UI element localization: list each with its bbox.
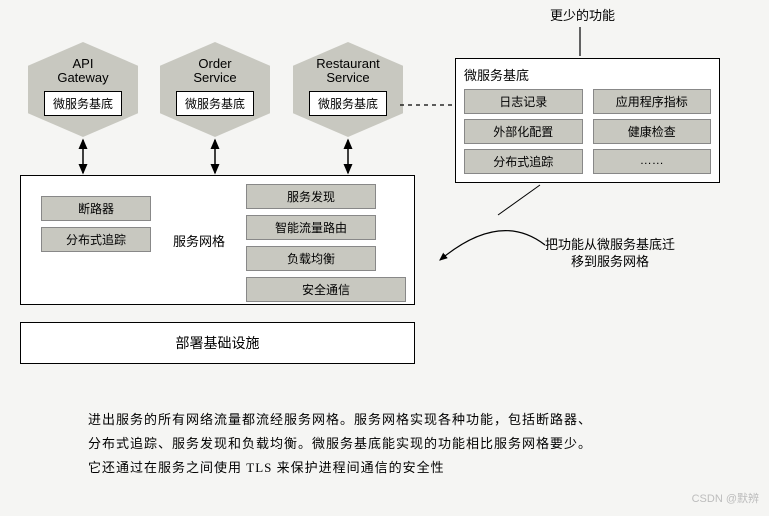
- cell-logging: 日志记录: [464, 89, 583, 114]
- watermark: CSDN @默辨: [692, 490, 759, 506]
- hex-restaurant-title: Restaurant Service: [316, 57, 380, 86]
- hex-order-service: Order Service 微服务基底: [160, 42, 270, 137]
- hex-restaurant-service: Restaurant Service 微服务基底: [293, 42, 403, 137]
- cell-dist-trace: 分布式追踪: [464, 149, 583, 174]
- deploy-label: 部署基础设施: [176, 333, 260, 353]
- panel-grid: 日志记录 应用程序指标 外部化配置 健康检查 分布式追踪 ……: [464, 89, 711, 174]
- cell-smart-routing: 智能流量路由: [246, 215, 376, 240]
- hex-api-gateway: API Gateway 微服务基底: [28, 42, 138, 137]
- mesh-label: 服务网格: [173, 231, 225, 250]
- hex-order-title: Order Service: [193, 57, 236, 86]
- mesh-left-col: 断路器 分布式追踪: [41, 196, 151, 252]
- panel-service-mesh: 断路器 分布式追踪 服务网格 服务发现 智能流量路由 负载均衡 安全通信: [20, 175, 415, 305]
- cell-service-discovery: 服务发现: [246, 184, 376, 209]
- mesh-right-col: 服务发现 智能流量路由 负载均衡 安全通信: [246, 184, 376, 302]
- cell-ext-config: 外部化配置: [464, 119, 583, 144]
- diagram-canvas: 更少的功能 API Gateway 微服务基底 Order Service 微服…: [0, 0, 769, 516]
- hex-api-title: API Gateway: [57, 57, 108, 86]
- panel-title: 微服务基底: [464, 65, 711, 84]
- cell-app-metrics: 应用程序指标: [593, 89, 712, 114]
- cell-health-check: 健康检查: [593, 119, 712, 144]
- hex-api-inner: 微服务基底: [44, 91, 122, 116]
- hex-restaurant-inner: 微服务基底: [309, 91, 387, 116]
- annotation-fewer-features: 更少的功能: [550, 8, 615, 25]
- panel-deploy-infra: 部署基础设施: [20, 322, 415, 364]
- cell-dist-trace-mesh: 分布式追踪: [41, 227, 151, 252]
- annotation-move-features: 把功能从微服务基底迁 移到服务网格: [545, 237, 675, 271]
- caption-text: 进出服务的所有网络流量都流经服务网格。服务网格实现各种功能，包括断路器、 分布式…: [88, 408, 718, 480]
- cell-load-balance: 负载均衡: [246, 246, 376, 271]
- hex-order-inner: 微服务基底: [176, 91, 254, 116]
- cell-more: ……: [593, 149, 712, 174]
- cell-circuit-breaker: 断路器: [41, 196, 151, 221]
- cell-secure-comm: 安全通信: [246, 277, 406, 302]
- panel-microservice-chassis: 微服务基底 日志记录 应用程序指标 外部化配置 健康检查 分布式追踪 ……: [455, 58, 720, 183]
